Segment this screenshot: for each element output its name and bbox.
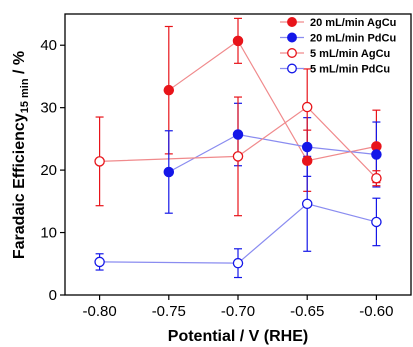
data-point [301, 101, 313, 113]
legend-label: 5 mL/min AgCu [310, 48, 390, 60]
legend-marker [287, 32, 297, 43]
data-point [371, 172, 382, 184]
data-point [232, 151, 244, 162]
data-point [94, 256, 105, 268]
y-tick-label: 0 [49, 287, 57, 304]
y-axis-title-sub: 15 min [19, 78, 31, 113]
y-tick-label: 10 [40, 225, 57, 242]
x-tick-label: -0.75 [152, 303, 186, 320]
x-tick-label: -0.60 [359, 303, 393, 320]
series-line [99, 203, 377, 264]
data-point [94, 156, 105, 167]
x-axis-title: Potential / V (RHE) [168, 328, 308, 345]
legend-marker [287, 63, 297, 74]
x-tick-label: -0.80 [82, 303, 116, 320]
data-point [301, 198, 313, 210]
data-point [163, 84, 175, 96]
y-tick-label: 40 [40, 37, 57, 54]
series-line [168, 39, 377, 162]
data-point [301, 141, 313, 153]
data-point [163, 166, 175, 178]
ticks-layer: -0.80 -0.75 -0.70 -0.65 -0.60 0 10 20 30 40 [40, 37, 393, 320]
data-point [232, 129, 244, 140]
legend: 20 mL/min AgCu 20 mL/min PdCu 5 mL/min AgC… [280, 17, 396, 76]
y-axis-title: Faradaic Efficiency15 min / % [11, 51, 31, 259]
data-point [301, 155, 313, 166]
x-tick-label: -0.65 [290, 303, 324, 320]
legend-marker [287, 17, 297, 27]
data-point [371, 149, 382, 160]
y-tick-label: 20 [40, 162, 57, 179]
legend-label: 5 mL/min PdCu [310, 64, 390, 76]
data-point [232, 35, 244, 47]
data-point [232, 257, 244, 269]
x-tick-label: -0.70 [221, 303, 255, 320]
plot-layer [94, 17, 382, 279]
y-tick-label: 30 [40, 100, 57, 117]
data-point [371, 216, 382, 228]
legend-label: 20 mL/min AgCu [310, 17, 396, 29]
legend-label: 20 mL/min PdCu [310, 33, 396, 45]
legend-marker [287, 48, 297, 58]
series-line [168, 133, 377, 173]
y-axis-title-main: Faradaic Efficiency [11, 113, 28, 259]
y-axis-title-suffix: / % [11, 51, 28, 79]
